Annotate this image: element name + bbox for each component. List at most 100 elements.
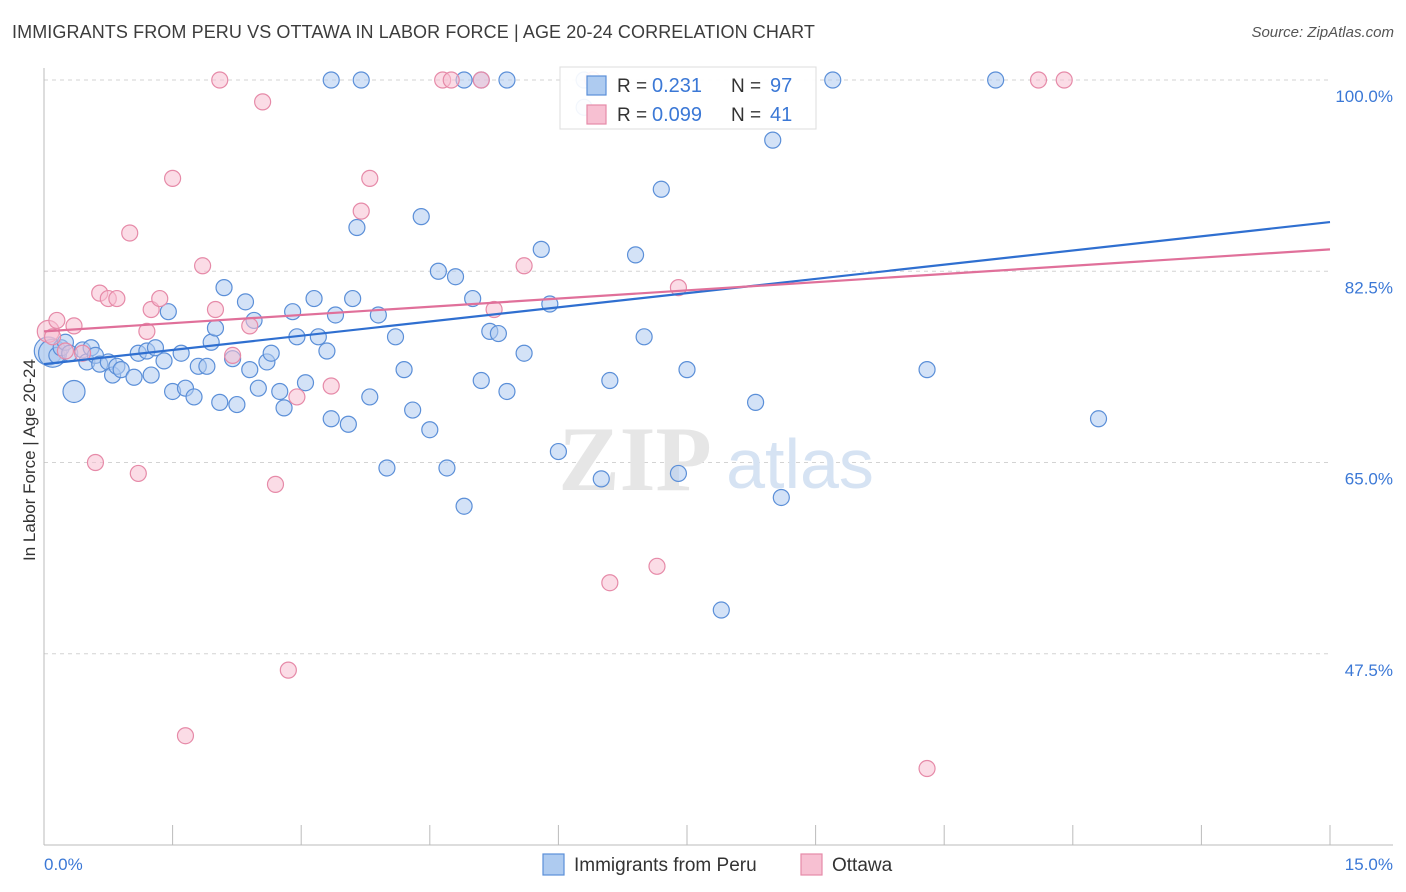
trend-layer (43, 220, 1331, 366)
peru-point (284, 303, 302, 321)
peru-point (211, 393, 229, 411)
peru-point (198, 357, 216, 375)
peru-point (386, 328, 405, 346)
ottawa-point (601, 574, 619, 592)
peru-point (772, 488, 790, 507)
peru-point (1089, 410, 1108, 428)
r-label: R = (617, 76, 647, 97)
ottawa-point (224, 346, 242, 364)
peru-point (626, 246, 645, 264)
peru-point (318, 342, 336, 360)
peru-point (348, 218, 366, 237)
peru-point (764, 131, 782, 149)
ottawa-point (56, 342, 75, 360)
peru-point (185, 388, 203, 406)
ottawa-point (164, 169, 182, 187)
peru-point (271, 382, 289, 401)
n-value: 97 (770, 75, 792, 97)
peru-point (549, 442, 568, 461)
peru-point (592, 470, 610, 488)
ottawa-point (176, 727, 195, 745)
peru-point (202, 333, 220, 351)
ottawa-point (151, 289, 169, 308)
ottawa-point (288, 388, 306, 406)
peru-point (352, 71, 370, 89)
peru-point (142, 366, 160, 384)
ottawa-point (211, 71, 229, 89)
peru-point (421, 421, 439, 439)
peru-point (498, 71, 516, 89)
stats-legend: R = 0.231 N = 97 R = 0.099 N = 41 (559, 66, 817, 130)
peru-point (339, 415, 357, 433)
y-tick-label: 100.0% (1335, 87, 1393, 106)
peru-point (305, 289, 323, 308)
ottawa-point (918, 759, 936, 778)
peru-point (155, 352, 173, 370)
peru-point (532, 240, 550, 258)
peru-point (987, 71, 1005, 89)
peru-point (412, 208, 430, 226)
peru-point (669, 464, 688, 483)
peru-point (824, 71, 842, 89)
chart-source: Source: ZipAtlas.com (1251, 24, 1394, 41)
peru-point (322, 71, 340, 89)
ottawa-point (472, 71, 490, 89)
peru-point (378, 459, 396, 477)
peru-point (275, 399, 293, 417)
ottawa-point (515, 257, 533, 275)
ottawa-point (241, 317, 259, 335)
ottawa-point (279, 661, 297, 679)
chart-title: IMMIGRANTS FROM PERU VS OTTAWA IN LABOR … (12, 22, 815, 42)
peru-point (498, 382, 516, 401)
ottawa-point (194, 257, 212, 275)
stats-swatch (586, 75, 607, 96)
n-label: N = (731, 105, 761, 126)
peru-point (112, 361, 130, 379)
peru-point (326, 306, 345, 324)
r-label: R = (617, 105, 647, 126)
ottawa-point (48, 311, 66, 330)
y-tick-label: 65.0% (1345, 470, 1393, 489)
stats-swatch (586, 104, 607, 125)
x-tick-label: 0.0% (44, 855, 83, 874)
peru-point (262, 344, 280, 362)
peru-point (515, 344, 533, 362)
series-legend-swatch (542, 853, 565, 876)
y-tick-label: 47.5% (1345, 661, 1393, 680)
peru-point (404, 401, 422, 419)
peru-point (464, 289, 482, 308)
peru-point (446, 268, 465, 286)
series-legend: Immigrants from Peru Ottawa (542, 853, 893, 876)
ottawa-trend-line (43, 248, 1331, 333)
peru-point (712, 601, 730, 619)
ottawa-point (129, 464, 147, 483)
peru-point (296, 374, 315, 392)
ottawa-point (1029, 71, 1048, 89)
peru-point (322, 410, 340, 428)
ottawa-point (73, 344, 92, 362)
ottawa-point (121, 224, 139, 242)
peru-point (206, 319, 225, 337)
ottawa-point (648, 557, 666, 575)
ottawa-point (442, 71, 460, 89)
peru-point (601, 371, 619, 390)
peru-point (635, 328, 653, 346)
ottawa-point (361, 169, 379, 187)
ottawa-point (254, 93, 272, 111)
watermark-atlas: atlas (726, 425, 874, 503)
ottawa-point (206, 300, 225, 319)
peru-point (241, 361, 259, 379)
ottawa-point (1055, 71, 1073, 89)
peru-point (472, 371, 490, 390)
peru-point (438, 459, 456, 477)
points-layer (33, 71, 1108, 778)
series-legend-swatch (800, 853, 823, 876)
watermark: ZIP atlas (558, 408, 874, 510)
peru-point (918, 361, 936, 379)
peru-point (236, 293, 255, 311)
r-value: 0.099 (652, 104, 702, 126)
peru-trend-line (43, 220, 1331, 366)
peru-point (249, 379, 267, 397)
peru-point (344, 289, 362, 308)
